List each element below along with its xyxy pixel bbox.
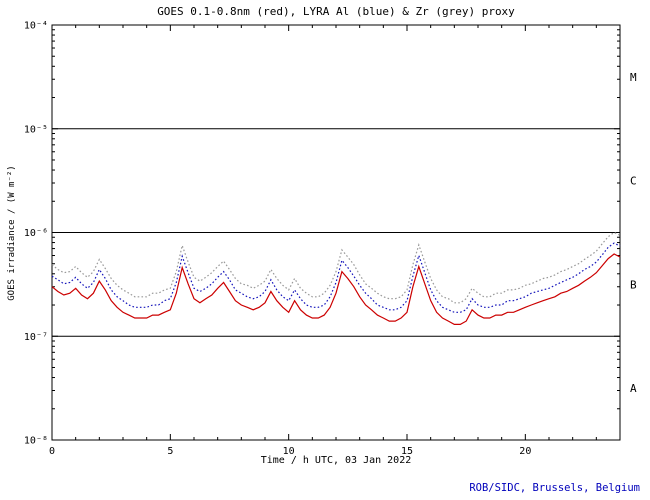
x-tick-label: 20	[519, 446, 531, 457]
y-tick-label: 10⁻⁴	[24, 21, 48, 32]
flare-class-label: M	[630, 71, 637, 84]
series-grey	[51, 231, 621, 304]
chart-title: GOES 0.1-0.8nm (red), LYRA Al (blue) & Z…	[157, 5, 515, 18]
x-axis-label: Time / h UTC, 03 Jan 2022	[261, 455, 412, 466]
y-axis-label: GOES irradiance / (W m⁻²)	[7, 165, 17, 300]
series-blue	[51, 242, 621, 313]
credit-text: ROB/SIDC, Brussels, Belgium	[469, 482, 640, 494]
series-red	[51, 253, 621, 325]
x-tick-label: 0	[49, 446, 55, 457]
flare-class-label: C	[630, 175, 637, 188]
x-tick-label: 5	[167, 446, 173, 457]
y-tick-label: 10⁻⁸	[24, 436, 48, 447]
y-tick-label: 10⁻⁵	[24, 124, 48, 135]
x-tick-label: 15	[401, 446, 413, 457]
flare-class-label: A	[630, 382, 637, 395]
y-tick-label: 10⁻⁷	[24, 332, 48, 343]
flare-class-label: B	[630, 278, 637, 291]
y-tick-label: 10⁻⁶	[24, 228, 48, 239]
x-tick-label: 10	[283, 446, 295, 457]
chart-plot-area: 10⁻⁴ 10⁻⁵ 10⁻⁶ 10⁻⁷ 10⁻⁸0 5 10 15 20 M C B A	[24, 21, 637, 458]
